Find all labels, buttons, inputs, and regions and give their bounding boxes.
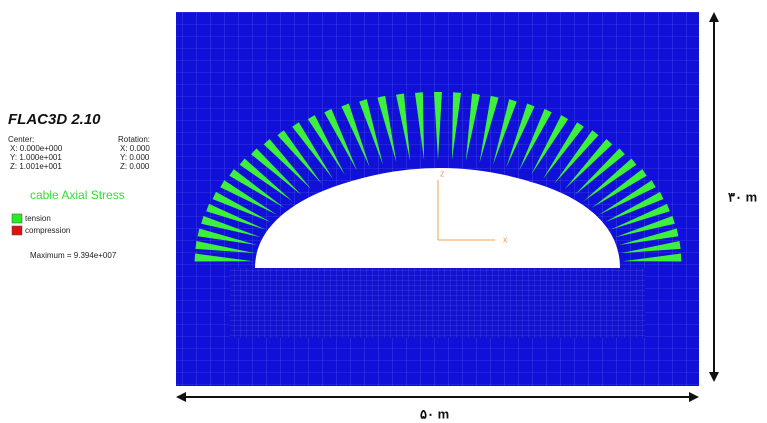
rotation-x: X: 0.000 xyxy=(120,144,150,153)
axis-z: z xyxy=(440,168,445,178)
maximum: Maximum = 9.394e+007 xyxy=(30,251,117,260)
axis-x: x xyxy=(503,234,508,244)
height-label: ۳۰ m xyxy=(728,189,757,204)
title: FLAC3D 2.10 xyxy=(8,111,101,128)
legend-title: cable Axial Stress xyxy=(30,188,125,202)
mesh-fine xyxy=(230,268,645,338)
center-label: Center: xyxy=(8,135,34,144)
rotation-y: Y: 0.000 xyxy=(120,153,150,162)
figure: z x FLAC3D 2.10 Center: X: 0.000e+000 Y:… xyxy=(0,0,767,423)
legend-item: tension xyxy=(25,214,51,223)
width-label: ۵۰ m xyxy=(420,406,449,421)
center-x: X: 0.000e+000 xyxy=(10,144,63,153)
rotation-z: Z: 0.000 xyxy=(120,162,150,171)
legend-item: compression xyxy=(25,226,70,235)
center-z: Z: 1.001e+001 xyxy=(10,162,62,171)
legend-swatch xyxy=(12,226,22,235)
center-y: Y: 1.000e+001 xyxy=(10,153,62,162)
legend-swatch xyxy=(12,214,22,223)
rotation-label: Rotation: xyxy=(118,135,150,144)
